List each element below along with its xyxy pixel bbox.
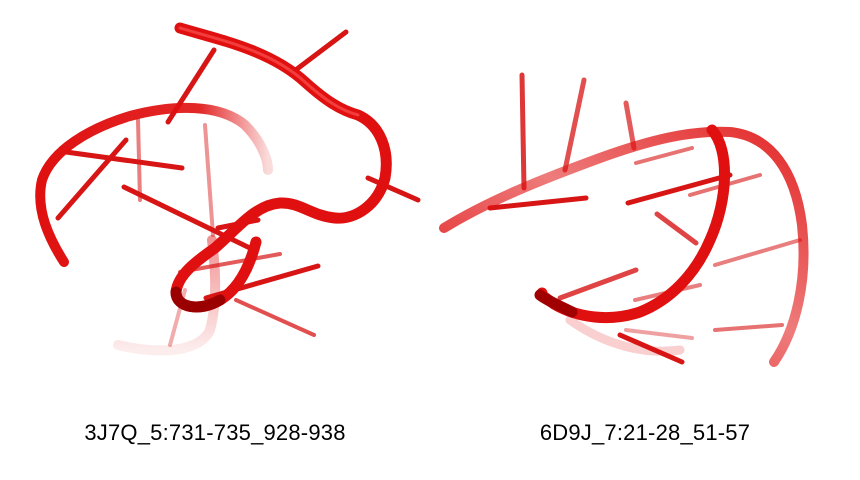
- structure-panel-left: 3J7Q_5:731-735_928-938: [35, 22, 421, 445]
- backbone-strand-long: [439, 126, 809, 367]
- base-sticks-left: [55, 29, 421, 347]
- structure-panel-right: 6D9J_7:21-28_51-57: [430, 0, 860, 480]
- backbone-highlight-left: [178, 26, 360, 117]
- rna-structure-right: [439, 72, 809, 367]
- structure-caption-left: 3J7Q_5:731-735_928-938: [84, 420, 346, 445]
- backbone-turn-right: [534, 289, 578, 318]
- rna-structure-left: [35, 22, 421, 356]
- structure-caption-right: 6D9J_7:21-28_51-57: [539, 420, 751, 445]
- backbone-strand-back: [565, 315, 685, 356]
- backbone-arc-left: [35, 102, 273, 267]
- base-sticks-right: [487, 72, 802, 365]
- backbone-turn-left: [170, 286, 226, 313]
